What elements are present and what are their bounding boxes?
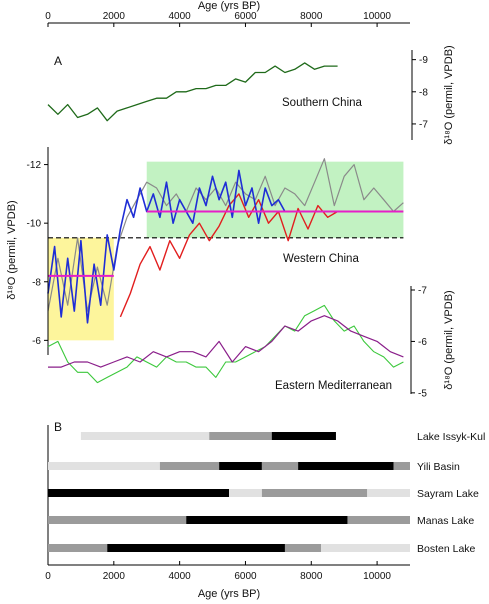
southern-china-label: Southern China: [282, 97, 363, 109]
western-china-y-tick-label: -10: [27, 219, 42, 230]
lake-interval-bar: [261, 489, 368, 497]
western-china-series-line: [119, 193, 338, 318]
western-china-highlights: [48, 161, 404, 341]
lake-interval-bar: [48, 489, 229, 497]
lake-name-label: Sayram Lake: [417, 488, 479, 500]
bottom-axis-tick-label: 2000: [103, 571, 126, 582]
bottom-axis-tick-label: 8000: [300, 571, 323, 582]
lake-record-bars: [48, 432, 410, 552]
lake-interval-bar: [393, 462, 410, 470]
eastern-mediterranean-series-line: [48, 315, 404, 368]
top-axis-tick-label: 0: [45, 11, 51, 22]
lake-interval-bar: [80, 432, 210, 440]
bottom-axis-tick-label: 6000: [234, 571, 257, 582]
southern-china-y-tick-label: -7: [419, 119, 428, 130]
lake-interval-bar: [347, 516, 410, 524]
eastern-mediterranean-y-ticks: -5 -6 -7: [411, 286, 427, 399]
lake-interval-bar: [219, 462, 262, 470]
bottom-age-axis: 0 2000 4000 6000 8000 10000 Age (yrs BP): [45, 561, 410, 600]
lake-interval-bar: [261, 462, 299, 470]
lake-interval-bar: [107, 544, 285, 552]
southern-china-y-ticks: -7 -8 -9: [412, 55, 428, 130]
lake-interval-bar: [48, 462, 160, 470]
eastern-mediterranean-series-line: [47, 304, 404, 384]
highlight-box: [146, 161, 404, 238]
eastern-mediterranean-y-title: δ¹⁸O (permil, VPDB): [443, 290, 455, 389]
southern-china-y-tick-label: -9: [419, 55, 428, 66]
western-china-y-ticks: -6 -8 -10 -12: [27, 160, 48, 347]
bottom-axis-ticks: 0 2000 4000 6000 8000 10000: [45, 561, 391, 582]
lake-interval-bar: [271, 432, 336, 440]
western-china-plot: -6 -8 -10 -12 Western China δ¹⁸O (permil, V…: [6, 147, 404, 355]
western-china-y-tick-label: -8: [32, 277, 41, 288]
top-axis-tick-label: 10000: [363, 11, 391, 22]
top-axis-tick-label: 8000: [300, 11, 323, 22]
lake-interval-bar: [284, 544, 322, 552]
eastern-mediterranean-label: Eastern Mediterranean: [275, 380, 392, 392]
western-china-y-tick-label: -12: [27, 160, 42, 171]
lake-interval-bar: [367, 489, 410, 497]
lake-interval-bar: [321, 544, 410, 552]
bottom-axis-tick-label: 10000: [363, 571, 391, 582]
top-axis-tick-label: 4000: [169, 11, 192, 22]
lake-interval-bar: [209, 432, 272, 440]
lake-interval-bar: [159, 462, 220, 470]
top-axis-tick-label: 6000: [234, 11, 257, 22]
lake-name-label: Bosten Lake: [417, 543, 476, 555]
southern-china-series: [47, 62, 338, 122]
western-china-y-tick-label: -6: [32, 336, 41, 347]
lake-interval-bar: [186, 516, 348, 524]
southern-china-y-title: δ¹⁸O (permil, VPDB): [443, 45, 455, 144]
western-china-series-line: [47, 158, 404, 312]
top-axis-tick-label: 2000: [103, 11, 126, 22]
western-china-y-title: δ¹⁸O (permil, VPDB): [6, 200, 18, 299]
western-china-series-line: [47, 169, 286, 324]
eastern-mediterranean-y-tick-label: -7: [418, 286, 427, 297]
lake-record-labels: Lake Issyk-Kul Yili Basin Sayram Lake Manas…: [417, 431, 485, 555]
bottom-axis-tick-label: 0: [45, 571, 51, 582]
lake-name-label: Manas Lake: [417, 515, 474, 527]
eastern-mediterranean-series: [47, 304, 404, 384]
bottom-axis-tick-label: 4000: [169, 571, 192, 582]
lake-interval-bar: [48, 516, 187, 524]
eastern-mediterranean-y-tick-label: -6: [418, 337, 427, 348]
eastern-mediterranean-plot: -5 -6 -7 Eastern Mediterranean δ¹⁸O (permi…: [47, 286, 455, 399]
lake-interval-bar: [229, 489, 262, 497]
western-china-series: [47, 158, 404, 324]
lake-interval-bar: [48, 544, 108, 552]
southern-china-series-line: [47, 62, 338, 122]
top-age-axis: 0 2000 4000 6000 8000 10000 Age (yrs BP): [45, 0, 410, 27]
southern-china-y-tick-label: -8: [419, 87, 428, 98]
top-axis-title: Age (yrs BP): [198, 0, 260, 12]
top-axis-ticks: 0 2000 4000 6000 8000 10000: [45, 11, 391, 27]
western-china-label: Western China: [283, 253, 359, 265]
panel-b-label: B: [54, 420, 62, 434]
lake-name-label: Lake Issyk-Kul: [417, 431, 485, 443]
lake-records-plot: Lake Issyk-Kul Yili Basin Sayram Lake Manas…: [47, 425, 485, 565]
lake-interval-bar: [298, 462, 394, 470]
southern-china-plot: -7 -8 -9 Southern China δ¹⁸O (permil, VPDB…: [47, 45, 455, 145]
lake-name-label: Yili Basin: [417, 461, 460, 473]
bottom-axis-title: Age (yrs BP): [198, 588, 260, 600]
western-china-mean-lines: [48, 210, 404, 277]
eastern-mediterranean-y-tick-label: -5: [418, 388, 427, 399]
panel-a-label: A: [54, 54, 62, 68]
